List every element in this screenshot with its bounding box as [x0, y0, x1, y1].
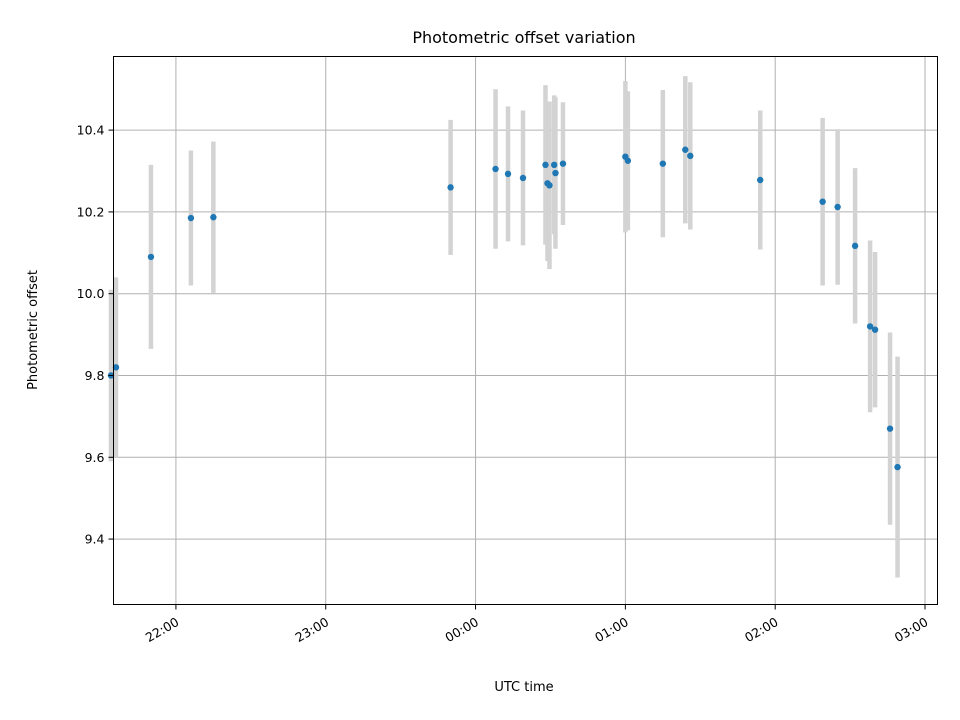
data-point: [624, 157, 632, 164]
data-point: [851, 242, 859, 250]
data-point: [866, 323, 874, 330]
data-point: [210, 214, 217, 221]
data-point: [492, 165, 499, 173]
data-point: [552, 169, 559, 177]
x-axis-label: UTC time: [494, 680, 553, 695]
data-point: [551, 161, 558, 169]
x-tick-label: 23:00: [293, 614, 332, 645]
y-tick-label: 10.2: [77, 204, 105, 219]
x-axis-ticks: 22:00 23:00 00:00 01:00 02:00 03:00: [143, 604, 931, 645]
y-tick-label: 10.0: [77, 286, 105, 301]
grid: [113, 56, 938, 605]
data-point: [682, 146, 689, 153]
y-tick-label: 9.6: [85, 450, 105, 465]
x-tick-label: 03:00: [892, 614, 931, 645]
data-point: [886, 425, 894, 432]
y-axis-ticks: 9.4 9.6 9.8 10.0 10.2 10.4: [77, 123, 114, 547]
y-tick-label: 9.8: [85, 368, 105, 383]
x-tick-label: 22:00: [143, 614, 182, 645]
chart-title: Photometric offset variation: [412, 28, 635, 47]
data-point: [187, 214, 195, 222]
y-tick-label: 10.4: [77, 123, 105, 138]
data-point: [894, 463, 901, 471]
plot-frame: [113, 56, 938, 605]
data-point: [819, 198, 826, 205]
data-point: [757, 176, 764, 184]
data-point: [519, 174, 527, 182]
data-point: [687, 152, 694, 160]
data-point: [504, 170, 512, 178]
data-point: [147, 253, 155, 261]
y-tick-label: 9.4: [85, 532, 105, 547]
x-tick-label: 01:00: [592, 614, 631, 645]
data-point: [546, 182, 553, 189]
data-point: [659, 160, 667, 167]
x-tick-label: 02:00: [742, 614, 781, 645]
data-point: [834, 203, 841, 211]
data-point: [542, 161, 549, 169]
error-bars: [108, 76, 900, 578]
y-axis-label: Photometric offset: [26, 270, 41, 390]
data-point: [112, 364, 120, 371]
x-tick-label: 00:00: [442, 614, 481, 645]
data-point: [447, 184, 454, 191]
data-points: [107, 146, 901, 471]
data-point: [871, 326, 879, 333]
data-point: [559, 160, 567, 167]
